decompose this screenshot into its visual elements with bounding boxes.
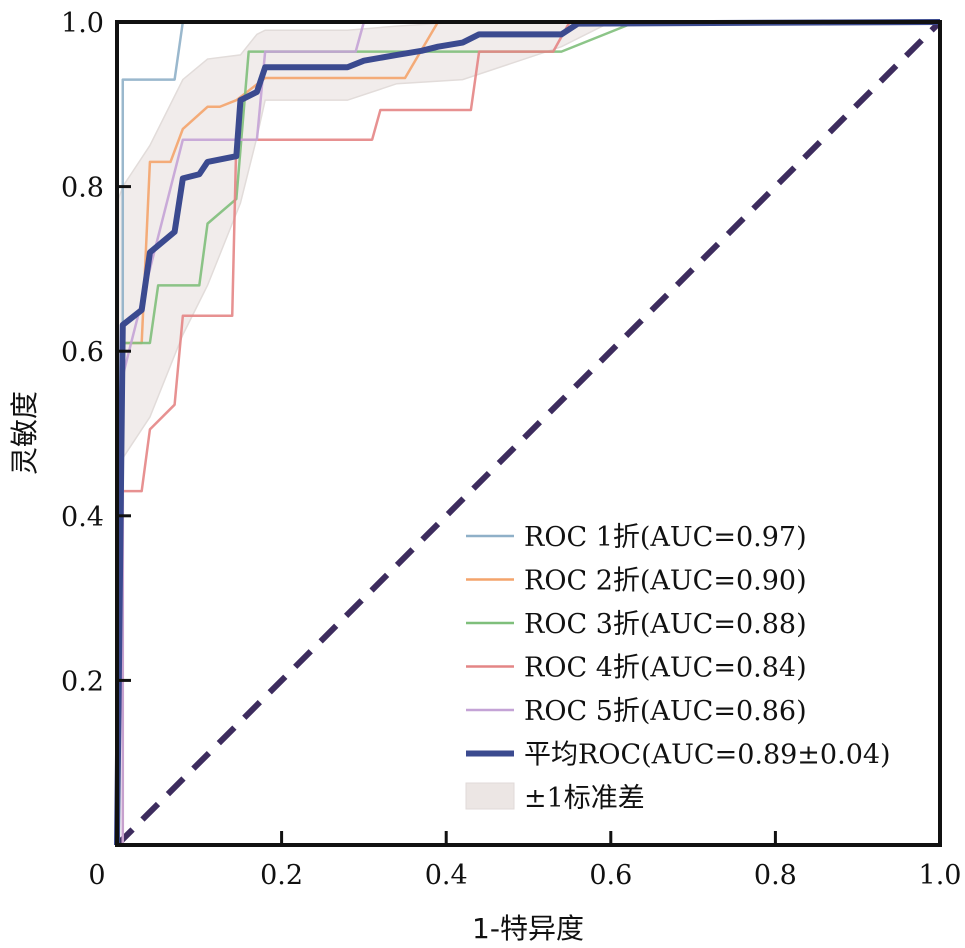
axes	[115, 20, 942, 847]
legend-label: 平均ROC(AUC=0.89±0.04)	[524, 740, 891, 771]
x-tick-label: 0.2	[260, 860, 303, 891]
series-layer	[114, 19, 941, 847]
y-tick-label: 0.6	[61, 337, 104, 368]
chance-diagonal-line	[114, 19, 943, 848]
x-axis-ticks: 0 0.2 0.4 0.6 0.8 1.0	[88, 831, 961, 891]
y-tick-label: 1.0	[61, 8, 104, 39]
plot-frame	[115, 20, 942, 847]
legend-item: ±1标准差	[465, 782, 645, 814]
legend-swatch-patch	[465, 782, 515, 810]
y-tick-label: 0.8	[61, 173, 104, 204]
roc-fold-5-line	[117, 20, 940, 847]
x-tick-label: 0	[88, 860, 105, 891]
legend-label: ROC 2折(AUC=0.90)	[524, 566, 807, 597]
mean-roc-line	[114, 19, 941, 846]
legend-label: ROC 3折(AUC=0.88)	[524, 609, 807, 640]
roc-fold-4-line	[117, 20, 940, 847]
std-band-area	[116, 21, 940, 469]
legend-item: ROC 1折(AUC=0.97)	[466, 522, 807, 553]
legend: ROC 1折(AUC=0.97) ROC 2折(AUC=0.90) ROC 3折(A…	[465, 522, 891, 814]
y-axis-ticks: 0.2 0.4 0.6 0.8 1.0	[61, 8, 131, 697]
x-tick-label: 0.4	[425, 860, 468, 891]
y-tick-label: 0.2	[61, 666, 104, 697]
legend-item: 平均ROC(AUC=0.89±0.04)	[466, 740, 891, 771]
legend-item: ROC 5折(AUC=0.86)	[466, 696, 807, 727]
y-axis-title: 灵敏度	[8, 391, 41, 475]
y-tick-label: 0.4	[61, 502, 104, 533]
legend-item: ROC 3折(AUC=0.88)	[466, 609, 807, 640]
legend-label: ROC 5折(AUC=0.86)	[524, 696, 807, 727]
reference-line-layer	[114, 19, 943, 848]
legend-label: ROC 1折(AUC=0.97)	[524, 522, 807, 553]
legend-item: ROC 4折(AUC=0.84)	[466, 653, 807, 684]
x-tick-label: 1.0	[919, 860, 962, 891]
std-band-layer	[116, 21, 940, 469]
legend-label: ROC 4折(AUC=0.84)	[524, 653, 807, 684]
x-tick-label: 0.6	[589, 860, 632, 891]
legend-item: ROC 2折(AUC=0.90)	[466, 566, 807, 597]
legend-label: ±1标准差	[524, 783, 645, 814]
x-tick-label: 0.8	[754, 860, 797, 891]
x-axis-title: 1-特异度	[472, 912, 584, 945]
